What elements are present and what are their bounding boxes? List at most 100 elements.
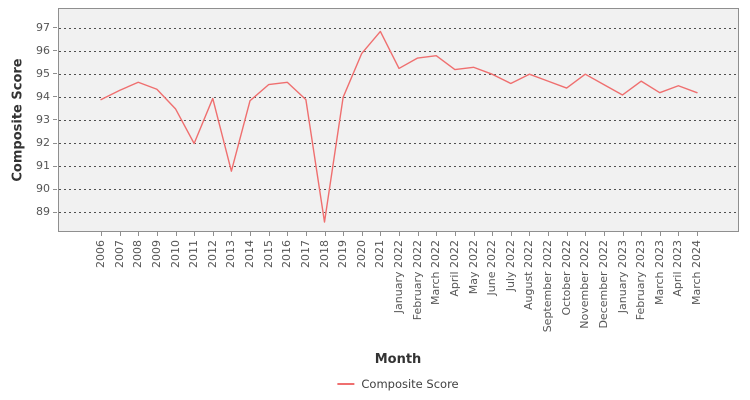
x-tick-mark bbox=[529, 232, 531, 236]
y-tick-mark bbox=[53, 165, 57, 167]
x-tick-mark bbox=[361, 232, 363, 236]
y-tick-mark bbox=[53, 142, 57, 144]
x-tick-label: March 2022 bbox=[429, 240, 443, 306]
x-tick-label: December 2022 bbox=[596, 240, 610, 329]
x-tick-mark bbox=[697, 232, 698, 236]
x-tick-mark bbox=[287, 232, 289, 236]
x-tick-label: 2014 bbox=[243, 240, 256, 268]
x-tick-mark bbox=[343, 232, 345, 236]
x-tick-mark bbox=[194, 232, 196, 236]
x-tick-label: 2018 bbox=[317, 240, 331, 268]
y-tick-label: 90 bbox=[36, 182, 50, 196]
x-tick-mark bbox=[510, 232, 512, 236]
x-tick-label: January 2023 bbox=[615, 240, 629, 314]
x-tick-label: October 2022 bbox=[559, 240, 573, 316]
legend-line-swatch bbox=[337, 383, 355, 385]
x-tick-mark bbox=[585, 232, 587, 236]
y-tick-label: 94 bbox=[36, 89, 50, 103]
x-tick-label: 2016 bbox=[280, 240, 294, 268]
y-tick-label: 92 bbox=[36, 136, 50, 149]
x-tick-mark bbox=[436, 232, 438, 236]
gridline bbox=[59, 73, 738, 75]
x-tick-mark bbox=[473, 232, 475, 236]
x-tick-mark bbox=[566, 232, 568, 236]
x-tick-label: April 2023 bbox=[671, 240, 685, 297]
y-tick-mark bbox=[53, 73, 57, 75]
gridline bbox=[59, 96, 738, 98]
legend: Composite Score bbox=[337, 377, 459, 391]
y-tick-mark bbox=[53, 27, 57, 28]
y-tick-mark bbox=[53, 50, 57, 52]
gridline bbox=[59, 143, 738, 144]
x-tick-mark bbox=[175, 232, 177, 236]
x-tick-label: 2017 bbox=[298, 240, 312, 268]
x-tick-mark bbox=[417, 232, 419, 236]
x-tick-label: 2006 bbox=[94, 240, 107, 268]
x-tick-label: February 2023 bbox=[634, 240, 648, 321]
x-tick-mark bbox=[231, 232, 233, 236]
x-tick-mark bbox=[641, 232, 643, 236]
x-tick-label: 2021 bbox=[373, 240, 387, 268]
y-tick-mark bbox=[53, 96, 57, 98]
x-tick-label: 2013 bbox=[224, 240, 238, 268]
x-tick-label: 2015 bbox=[261, 240, 275, 268]
x-tick-mark bbox=[305, 232, 307, 236]
x-tick-mark bbox=[603, 232, 605, 236]
x-tick-mark bbox=[380, 232, 382, 236]
x-tick-label: 2019 bbox=[336, 240, 350, 268]
x-tick-label: March 2024 bbox=[690, 240, 703, 306]
composite-score-line bbox=[100, 30, 698, 223]
gridline bbox=[59, 212, 738, 214]
x-tick-mark bbox=[678, 232, 680, 236]
x-tick-label: November 2022 bbox=[578, 240, 592, 329]
x-tick-mark bbox=[156, 232, 158, 236]
x-tick-mark bbox=[268, 232, 270, 236]
gridline bbox=[59, 166, 738, 168]
x-tick-mark bbox=[399, 232, 400, 236]
x-tick-mark bbox=[548, 232, 549, 236]
x-tick-label: 2020 bbox=[354, 240, 368, 268]
y-tick-mark bbox=[53, 211, 57, 213]
gridline bbox=[59, 50, 738, 52]
gridline bbox=[59, 119, 738, 121]
x-tick-mark bbox=[659, 232, 661, 236]
x-tick-label: 2010 bbox=[168, 240, 182, 268]
x-tick-mark bbox=[119, 232, 121, 236]
x-tick-label: February 2022 bbox=[410, 240, 424, 321]
x-tick-mark bbox=[250, 232, 251, 236]
y-tick-label: 89 bbox=[36, 205, 50, 219]
y-tick-mark bbox=[53, 188, 57, 190]
y-tick-label: 96 bbox=[36, 43, 50, 57]
x-tick-label: 2012 bbox=[205, 240, 219, 268]
x-tick-mark bbox=[212, 232, 214, 236]
y-tick-label: 91 bbox=[36, 159, 50, 173]
x-tick-label: 2008 bbox=[131, 240, 145, 268]
x-tick-label: March 2023 bbox=[652, 240, 666, 306]
x-tick-label: July 2022 bbox=[503, 240, 517, 292]
x-tick-label: June 2022 bbox=[485, 240, 499, 296]
x-tick-label: August 2022 bbox=[522, 240, 536, 310]
y-tick-mark bbox=[53, 119, 57, 121]
series-svg bbox=[100, 30, 698, 223]
x-tick-mark bbox=[101, 232, 102, 236]
gridline bbox=[59, 189, 738, 191]
gridline bbox=[59, 27, 738, 29]
y-tick-label: 97 bbox=[36, 20, 50, 34]
x-tick-label: May 2022 bbox=[466, 240, 480, 295]
legend-label: Composite Score bbox=[361, 377, 459, 391]
x-tick-mark bbox=[454, 232, 456, 236]
x-tick-label: 2007 bbox=[112, 240, 126, 268]
x-tick-mark bbox=[492, 232, 494, 236]
x-axis-title: Month bbox=[374, 352, 422, 367]
x-tick-label: April 2022 bbox=[447, 240, 461, 297]
x-tick-mark bbox=[622, 232, 624, 236]
x-tick-mark bbox=[138, 232, 140, 236]
y-tick-label: 95 bbox=[36, 66, 50, 80]
y-tick-label: 93 bbox=[36, 112, 50, 126]
x-tick-label: 2009 bbox=[149, 240, 163, 268]
plot-area bbox=[58, 8, 739, 232]
x-tick-label: January 2022 bbox=[392, 240, 405, 314]
x-tick-mark bbox=[324, 232, 326, 236]
x-tick-label: September 2022 bbox=[541, 240, 554, 333]
